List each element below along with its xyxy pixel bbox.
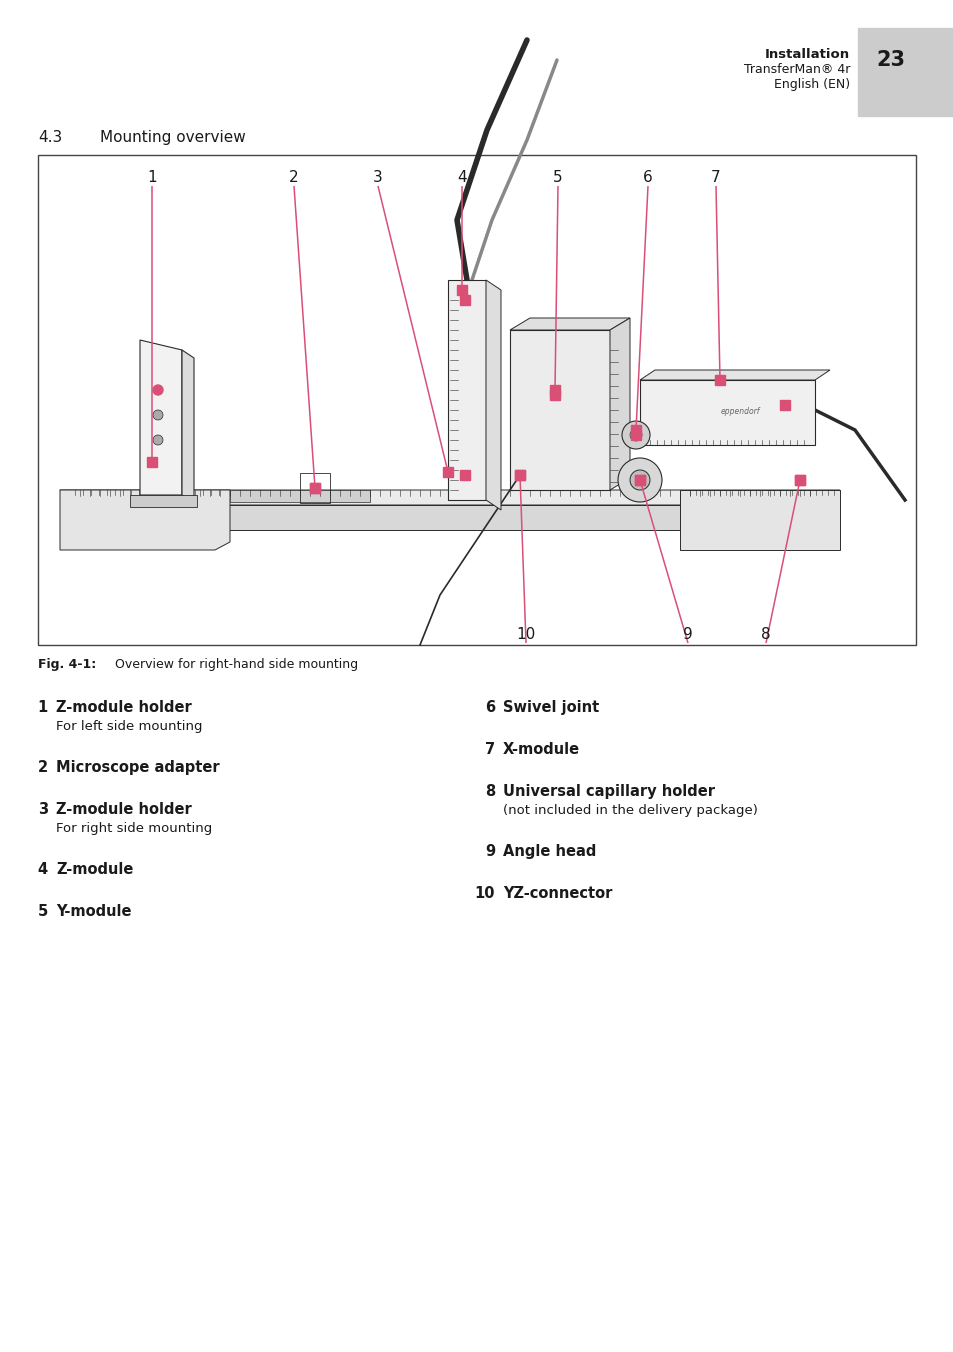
Text: Angle head: Angle head bbox=[502, 844, 596, 859]
Polygon shape bbox=[609, 318, 629, 489]
Polygon shape bbox=[140, 339, 182, 495]
Text: 5: 5 bbox=[38, 904, 48, 919]
Polygon shape bbox=[70, 506, 829, 530]
Polygon shape bbox=[639, 380, 814, 445]
Circle shape bbox=[629, 429, 641, 441]
Bar bbox=[780, 400, 789, 410]
Text: 10: 10 bbox=[516, 627, 535, 642]
Text: 6: 6 bbox=[484, 700, 495, 715]
Text: Microscope adapter: Microscope adapter bbox=[56, 760, 219, 775]
Text: 3: 3 bbox=[38, 802, 48, 817]
Text: 23: 23 bbox=[875, 50, 904, 70]
Text: 8: 8 bbox=[760, 627, 770, 642]
Polygon shape bbox=[510, 330, 609, 489]
Text: (not included in the delivery package): (not included in the delivery package) bbox=[502, 804, 757, 817]
Text: 5: 5 bbox=[553, 170, 562, 185]
Text: For right side mounting: For right side mounting bbox=[56, 822, 212, 836]
Text: 4: 4 bbox=[38, 863, 48, 877]
Bar bbox=[442, 466, 453, 477]
Text: For left side mounting: For left side mounting bbox=[56, 721, 202, 733]
Text: 10: 10 bbox=[474, 886, 495, 900]
Circle shape bbox=[152, 410, 163, 420]
Text: 2: 2 bbox=[38, 760, 48, 775]
Text: 1: 1 bbox=[38, 700, 48, 715]
Text: English (EN): English (EN) bbox=[773, 78, 849, 91]
Text: Overview for right-hand side mounting: Overview for right-hand side mounting bbox=[115, 658, 357, 671]
Bar bbox=[38, 155, 915, 645]
Bar bbox=[459, 295, 470, 306]
Text: Swivel joint: Swivel joint bbox=[502, 700, 598, 715]
Polygon shape bbox=[485, 280, 500, 510]
Polygon shape bbox=[60, 489, 230, 550]
Text: Fig. 4-1:: Fig. 4-1: bbox=[38, 658, 96, 671]
Bar bbox=[515, 470, 524, 480]
Bar bbox=[456, 285, 467, 295]
Text: 6: 6 bbox=[642, 170, 652, 185]
Text: 4.3: 4.3 bbox=[38, 130, 62, 145]
Text: 1: 1 bbox=[147, 170, 156, 185]
Polygon shape bbox=[60, 489, 840, 506]
Bar bbox=[630, 430, 640, 439]
Text: X-module: X-module bbox=[502, 742, 579, 757]
Text: 9: 9 bbox=[682, 627, 692, 642]
Circle shape bbox=[152, 435, 163, 445]
Polygon shape bbox=[448, 280, 485, 500]
Text: YZ-connector: YZ-connector bbox=[502, 886, 612, 900]
Bar bbox=[794, 475, 804, 485]
Polygon shape bbox=[230, 489, 370, 502]
Text: eppendorf: eppendorf bbox=[720, 407, 759, 416]
Polygon shape bbox=[182, 350, 193, 503]
Polygon shape bbox=[510, 318, 629, 330]
Bar bbox=[310, 483, 319, 493]
Text: Universal capillary holder: Universal capillary holder bbox=[502, 784, 714, 799]
Bar bbox=[147, 457, 157, 466]
Text: Z-module holder: Z-module holder bbox=[56, 802, 192, 817]
Bar bbox=[515, 470, 524, 480]
Text: 2: 2 bbox=[289, 170, 298, 185]
Bar bbox=[310, 483, 319, 493]
Bar bbox=[714, 375, 724, 385]
Polygon shape bbox=[639, 370, 829, 380]
Bar bbox=[299, 473, 330, 503]
Text: 7: 7 bbox=[710, 170, 720, 185]
Text: Mounting overview: Mounting overview bbox=[100, 130, 246, 145]
Text: Z-module: Z-module bbox=[56, 863, 133, 877]
Circle shape bbox=[629, 470, 649, 489]
Text: Y-module: Y-module bbox=[56, 904, 132, 919]
Bar bbox=[635, 475, 644, 485]
Bar bbox=[550, 389, 559, 400]
Text: Z-module holder: Z-module holder bbox=[56, 700, 192, 715]
Bar bbox=[459, 470, 470, 480]
Polygon shape bbox=[679, 489, 840, 550]
Text: 9: 9 bbox=[484, 844, 495, 859]
Circle shape bbox=[152, 385, 163, 395]
Text: 8: 8 bbox=[484, 784, 495, 799]
Text: 7: 7 bbox=[484, 742, 495, 757]
Bar bbox=[635, 475, 644, 485]
Circle shape bbox=[621, 420, 649, 449]
Circle shape bbox=[618, 458, 661, 502]
Text: Installation: Installation bbox=[764, 49, 849, 61]
Text: 4: 4 bbox=[456, 170, 466, 185]
Text: TransferMan® 4r: TransferMan® 4r bbox=[742, 64, 849, 76]
Bar bbox=[130, 495, 196, 507]
Bar bbox=[794, 475, 804, 485]
Text: 3: 3 bbox=[373, 170, 382, 185]
Bar bbox=[550, 385, 559, 395]
Bar bbox=[630, 425, 640, 435]
Bar bbox=[857, 28, 953, 116]
